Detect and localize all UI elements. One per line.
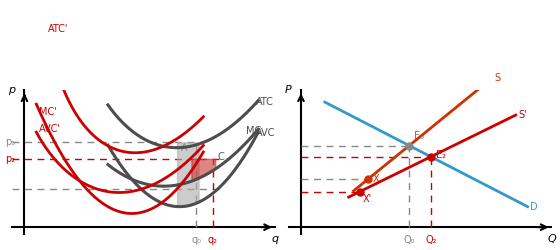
Text: Q: Q (547, 234, 556, 244)
Text: D: D (530, 202, 538, 212)
Text: P: P (284, 86, 291, 96)
Text: C: C (218, 152, 225, 162)
Text: X: X (372, 174, 379, 184)
Text: S': S' (518, 110, 527, 120)
Text: Q₂: Q₂ (425, 235, 437, 245)
Text: ATC': ATC' (48, 24, 69, 34)
Text: Q₀: Q₀ (403, 235, 415, 245)
Text: X': X' (362, 194, 371, 204)
Text: AVC: AVC (256, 128, 275, 138)
Text: p₂: p₂ (4, 154, 15, 164)
Text: ATC: ATC (256, 97, 274, 107)
Text: AVC': AVC' (39, 124, 60, 134)
Text: q: q (272, 234, 278, 244)
Text: p₀: p₀ (4, 138, 15, 147)
Text: E₂: E₂ (436, 150, 446, 160)
Text: MC: MC (246, 126, 261, 136)
Text: A: A (181, 143, 188, 153)
Text: q₂: q₂ (208, 235, 218, 245)
Text: p: p (8, 86, 15, 96)
Text: E₀: E₀ (414, 132, 424, 141)
Text: S: S (494, 73, 500, 83)
Text: MC': MC' (39, 107, 57, 117)
Text: q₀: q₀ (191, 235, 201, 245)
